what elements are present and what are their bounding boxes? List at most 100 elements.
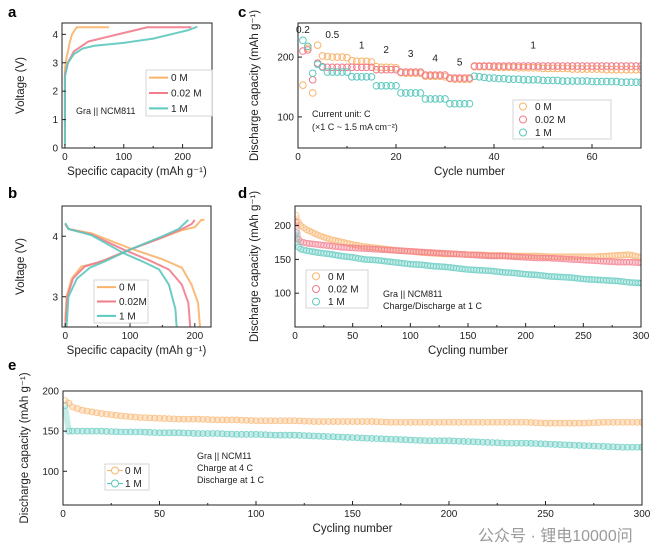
legend-label: 0 M bbox=[328, 272, 345, 283]
data-point bbox=[328, 53, 337, 61]
data-point bbox=[633, 418, 641, 426]
data-point bbox=[598, 77, 606, 86]
series-line bbox=[63, 25, 198, 146]
data-point bbox=[573, 62, 582, 70]
data-point bbox=[267, 431, 274, 439]
data-point bbox=[464, 418, 472, 426]
data-point bbox=[194, 415, 202, 423]
data-point bbox=[74, 427, 81, 435]
data-point bbox=[421, 71, 430, 79]
data-point bbox=[257, 431, 265, 438]
data-point bbox=[107, 411, 115, 419]
data-point bbox=[363, 418, 371, 425]
data-point bbox=[460, 438, 467, 445]
data-point bbox=[561, 419, 569, 427]
data-point bbox=[514, 62, 523, 70]
data-point bbox=[349, 434, 356, 441]
data-point bbox=[233, 416, 241, 424]
data-point bbox=[421, 418, 429, 426]
data-point bbox=[343, 63, 351, 72]
data-point bbox=[624, 418, 631, 426]
data-point bbox=[83, 427, 91, 435]
data-point bbox=[357, 57, 366, 66]
data-point bbox=[362, 63, 371, 72]
data-point bbox=[604, 443, 612, 450]
data-point bbox=[98, 427, 105, 435]
data-point bbox=[343, 53, 351, 62]
data-point bbox=[299, 36, 307, 45]
data-point bbox=[93, 427, 101, 435]
data-point bbox=[308, 69, 317, 78]
data-point bbox=[344, 434, 352, 441]
data-point bbox=[397, 418, 405, 426]
data-point bbox=[387, 435, 395, 443]
data-point bbox=[151, 429, 159, 436]
data-point bbox=[600, 418, 607, 426]
data-point bbox=[524, 76, 533, 84]
x-tick-label: 250 bbox=[537, 509, 554, 520]
data-point bbox=[132, 428, 139, 436]
series-band bbox=[295, 214, 641, 261]
data-point bbox=[156, 414, 163, 422]
data-point bbox=[78, 427, 86, 435]
data-point bbox=[378, 418, 385, 426]
data-point bbox=[595, 442, 602, 450]
panel-a: a 0 100 200 0 1 2 3 4 Specific capacity (mAh g⁻¹)… bbox=[8, 4, 213, 178]
data-point bbox=[151, 414, 159, 422]
x-tick-label: 300 bbox=[634, 509, 651, 520]
data-point bbox=[112, 411, 120, 419]
legend: 0 M 0.02 M 1 M bbox=[145, 69, 213, 117]
data-point bbox=[498, 418, 506, 426]
data-point bbox=[367, 58, 376, 66]
data-point bbox=[392, 65, 400, 74]
data-point bbox=[78, 406, 86, 414]
legend-marker bbox=[519, 115, 527, 124]
data-point bbox=[503, 439, 511, 447]
legend-label: 1 M bbox=[125, 479, 142, 490]
data-point bbox=[485, 74, 493, 82]
data-point bbox=[553, 76, 562, 85]
panel-label: a bbox=[8, 4, 17, 21]
data-point bbox=[637, 254, 641, 261]
data-point bbox=[406, 89, 415, 97]
data-point bbox=[602, 77, 611, 86]
x-tick-label: 200 bbox=[186, 331, 203, 342]
data-point bbox=[209, 430, 216, 437]
rate-label: 1 bbox=[359, 41, 365, 52]
plot-area bbox=[64, 218, 205, 327]
legend-label: 1 M bbox=[535, 128, 552, 139]
panel-d: d 0 50 100 150 200 250 300 100 150 200 Cycling numb… bbox=[238, 185, 650, 357]
data-point bbox=[431, 71, 440, 79]
data-point bbox=[387, 63, 395, 72]
panel-label: b bbox=[8, 185, 17, 202]
data-point bbox=[382, 81, 391, 90]
y-tick-label: 100 bbox=[274, 289, 291, 300]
data-point bbox=[291, 417, 298, 425]
data-point bbox=[504, 62, 513, 70]
data-point bbox=[304, 46, 312, 54]
legend-label: 0.02 M bbox=[328, 285, 359, 296]
data-point bbox=[348, 73, 356, 81]
legend-marker bbox=[519, 128, 527, 137]
data-point bbox=[170, 429, 178, 437]
annotation-text: Gra || NCM811 bbox=[76, 106, 136, 116]
data-point bbox=[286, 431, 294, 439]
data-point bbox=[310, 418, 318, 425]
data-point bbox=[514, 75, 523, 84]
data-point bbox=[160, 429, 168, 437]
y-tick-label: 4 bbox=[52, 30, 58, 41]
data-point bbox=[474, 438, 482, 446]
data-point bbox=[490, 62, 498, 70]
data-point bbox=[479, 438, 487, 446]
annotation-text: Charge/Discharge at 1 C bbox=[383, 301, 483, 311]
data-point bbox=[238, 416, 245, 424]
panel-b: b 0 100 200 3 4 Specific capacity (mAh g⁻¹) Vol… bbox=[8, 185, 212, 357]
x-tick-label: 0 bbox=[292, 331, 298, 342]
data-point bbox=[436, 95, 444, 103]
data-point bbox=[522, 418, 530, 426]
x-tick-label: 40 bbox=[488, 152, 500, 163]
data-point bbox=[117, 428, 125, 436]
x-tick-label: 100 bbox=[402, 331, 419, 342]
data-point bbox=[353, 434, 361, 442]
data-point bbox=[328, 63, 337, 72]
